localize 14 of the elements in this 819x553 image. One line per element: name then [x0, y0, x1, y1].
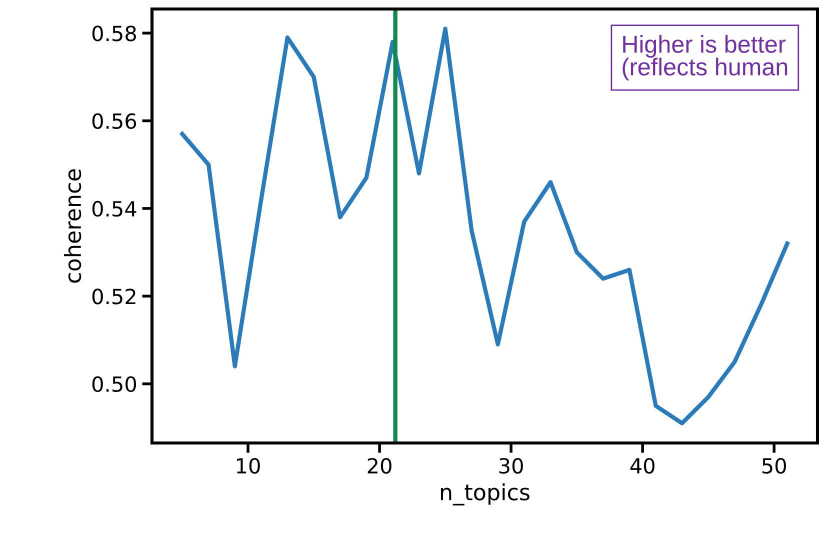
y-tick-label: 0.54 — [92, 200, 136, 217]
y-tick-label: 0.58 — [92, 26, 136, 42]
annotation: Higher is better (reflects human — [622, 35, 788, 80]
y-tick-label: 0.52 — [92, 288, 136, 304]
x-tick-label: 10 — [237, 458, 260, 474]
y-tick-label: 0.56 — [92, 113, 136, 129]
x-axis-title: n_topics — [440, 483, 530, 506]
y-axis-title: coherence — [64, 169, 82, 283]
x-tick-label: 50 — [762, 458, 786, 474]
x-tick-label: 40 — [630, 458, 654, 474]
y-tick-label: 0.50 — [92, 376, 136, 392]
x-tick-label: 20 — [368, 458, 392, 474]
x-tick-label: 30 — [499, 458, 523, 474]
line-series — [180, 26, 790, 426]
